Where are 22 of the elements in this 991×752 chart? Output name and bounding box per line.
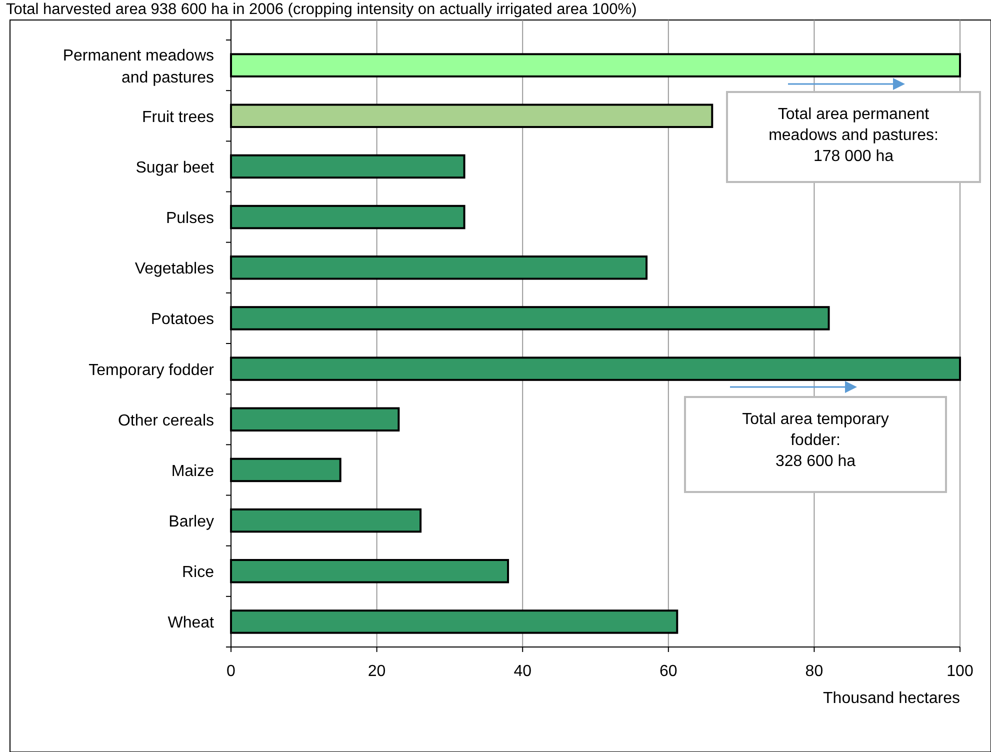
x-tick-label: 20 [368, 663, 386, 680]
x-tick-label: 0 [226, 663, 236, 680]
x-tick-label: 100 [946, 663, 974, 680]
y-tick-label: Other cereals [118, 412, 214, 430]
y-tick-label: Rice [182, 564, 214, 582]
y-tick-label: Pulses [166, 210, 214, 228]
x-axis-title: Thousand hectares [823, 690, 960, 707]
y-tick-label: Maize [171, 462, 214, 480]
x-tick-label: 80 [805, 663, 824, 680]
chart-title: Total harvested area 938 600 ha in 2006 (cropping intensity on actually irrigated area 100%) [6, 1, 637, 18]
y-tick-label: Permanent meadows and pastures [62, 47, 214, 86]
annotation: Total area permanent meadows and pastures: 178 000 ha [768, 106, 938, 165]
x-tick-label: 60 [660, 663, 678, 680]
y-tick-label: Vegetables [134, 260, 214, 278]
y-tick-label: Potatoes [150, 311, 214, 328]
annotation: Total area temporary fodder: 328 600 ha [742, 411, 889, 470]
y-tick-label: Fruit trees [142, 108, 214, 126]
y-tick-label: Wheat [168, 614, 215, 632]
x-tick-label: 40 [514, 663, 532, 680]
y-tick-label: Barley [168, 514, 214, 531]
y-tick-label: Sugar beet [136, 159, 215, 176]
y-tick-label: Temporary fodder [88, 362, 215, 379]
